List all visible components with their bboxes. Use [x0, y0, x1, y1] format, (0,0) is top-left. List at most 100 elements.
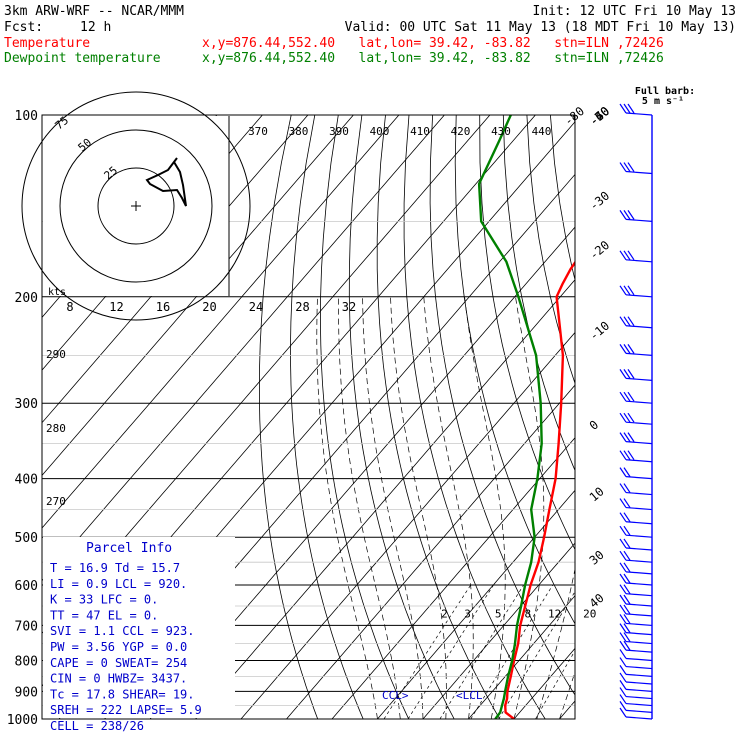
hodograph-ring — [21, 91, 251, 321]
hodograph-speed-label: 20 — [202, 300, 216, 314]
wind-barb-staff — [625, 294, 653, 298]
wind-barb — [619, 103, 653, 116]
wind-barb-staff — [625, 649, 653, 653]
isotherm-label: 0 — [587, 417, 602, 432]
wind-barb-flag — [627, 285, 635, 296]
wind-barb — [619, 391, 653, 404]
isotherm-line — [286, 384, 575, 719]
isotherm-line — [605, 115, 740, 719]
wind-barb-staff — [625, 582, 653, 586]
wind-barb-flag — [619, 604, 627, 615]
theta-label: 270 — [46, 495, 66, 508]
wind-barb — [619, 432, 653, 445]
wind-barb-flag — [619, 316, 627, 327]
wind-barb-flag — [619, 162, 627, 172]
pressure-tick-label: 400 — [15, 473, 38, 488]
valid-time: Valid: 00 UTC Sat 11 May 13 (18 MDT Fri … — [345, 20, 736, 35]
dry-adiabat-line — [668, 115, 740, 719]
wind-barb-flag — [619, 467, 627, 477]
moist-adiabat-line — [464, 296, 506, 719]
wind-barb-flag — [623, 412, 631, 423]
parcel-info-row: K = 33 LFC = 0. — [50, 593, 158, 607]
wind-barb-flag — [623, 594, 631, 605]
wind-barb-flag — [619, 707, 627, 718]
wind-barb-staff — [625, 534, 653, 538]
legend-temperature-location: x,y=876.44,552.40 lat,lon= 39.42, -83.82… — [202, 36, 664, 51]
wind-barb-staff — [625, 547, 653, 551]
wind-barb — [619, 210, 653, 222]
wind-barb — [619, 250, 653, 263]
wind-barb-staff — [625, 665, 653, 670]
wind-barb-staff — [625, 421, 653, 425]
mixing-ratio-label: 3 — [464, 607, 471, 620]
wind-barb-flag — [619, 672, 627, 683]
forecast-label: Fcst: — [4, 20, 43, 35]
hodograph-trace — [145, 157, 187, 207]
wind-barb — [619, 538, 653, 551]
pressure-tick-label: 800 — [15, 655, 38, 670]
moist-adiabat-line — [513, 296, 545, 719]
wind-barb-staff — [625, 259, 653, 263]
wind-barb-flag — [619, 632, 627, 642]
parcel-info-row: T = 16.9 Td = 15.7 — [50, 561, 180, 575]
theta-label: 420 — [451, 125, 471, 138]
mixing-ratio-label: 8 — [524, 607, 531, 620]
wind-barb-staff — [625, 681, 653, 685]
dewpoint-profile — [477, 115, 543, 719]
wind-barb — [619, 604, 653, 617]
wind-barb-flag — [623, 584, 631, 595]
hodograph-speed-label: 16 — [156, 300, 170, 314]
isotherm-label: -80 — [561, 104, 587, 129]
dry-adiabat-line — [526, 115, 575, 385]
wind-barb-staff — [625, 622, 653, 627]
theta-label: 400 — [370, 125, 390, 138]
wind-barb-staff — [625, 657, 653, 662]
wind-barb — [619, 412, 653, 425]
wind-barb-flag — [623, 632, 631, 642]
hodograph-units-label: kts — [48, 287, 66, 298]
wind-barb-flag — [623, 562, 631, 573]
wind-barb-flag — [619, 391, 627, 402]
wind-barb-staff — [625, 506, 653, 511]
parcel-info-row: PW = 3.56 YGP = 0.0 — [50, 640, 187, 654]
mixing-ratio-label: 20 — [583, 607, 596, 620]
theta-label: 280 — [46, 422, 66, 435]
pressure-tick-label: 500 — [15, 531, 38, 546]
isotherm-line — [559, 700, 575, 719]
wind-barbs — [619, 103, 653, 720]
hodograph-speed-label: 12 — [109, 300, 123, 314]
parcel-info-row: CIN = 0 HWBZ= 3437. — [50, 672, 187, 686]
mixing-ratio-label: 2 — [441, 607, 448, 620]
mixing-ratio-line — [470, 584, 554, 719]
wind-barb-flag — [619, 483, 627, 493]
mixing-ratio-line — [383, 584, 471, 719]
pressure-tick-label: 1000 — [7, 713, 38, 728]
wind-barb-flag — [619, 649, 627, 659]
wind-barb — [619, 316, 653, 329]
parcel-info-title: Parcel Info — [86, 541, 172, 556]
wind-barb-flag — [619, 594, 627, 605]
wind-barb-flag — [619, 657, 627, 667]
legend-dewpoint-name: Dewpoint temperature — [4, 51, 161, 66]
wind-barb — [619, 623, 653, 636]
legend-temperature-name: Temperature — [4, 36, 90, 51]
wind-barb — [619, 707, 653, 720]
pressure-tick-label: 900 — [15, 685, 38, 700]
wind-barb-flag — [623, 432, 631, 442]
wind-barb-flag — [623, 483, 631, 493]
wind-barb-flag — [623, 623, 631, 633]
wind-barb-flag — [619, 623, 627, 633]
hodograph-speed-label: 28 — [295, 300, 309, 314]
wind-barb-flag — [619, 344, 627, 354]
lcl-label: <LCL — [456, 689, 483, 702]
wind-barb-flag — [623, 573, 631, 584]
moist-adiabat-line — [423, 296, 474, 719]
wind-barb-flag — [619, 573, 627, 584]
wind-barb — [619, 584, 653, 597]
wind-barb-flag — [623, 450, 631, 461]
moist-adiabat-line — [390, 296, 447, 719]
wind-barb-flag — [627, 103, 635, 114]
wind-barb-flag — [623, 285, 631, 296]
dry-adiabat-line — [550, 115, 575, 282]
